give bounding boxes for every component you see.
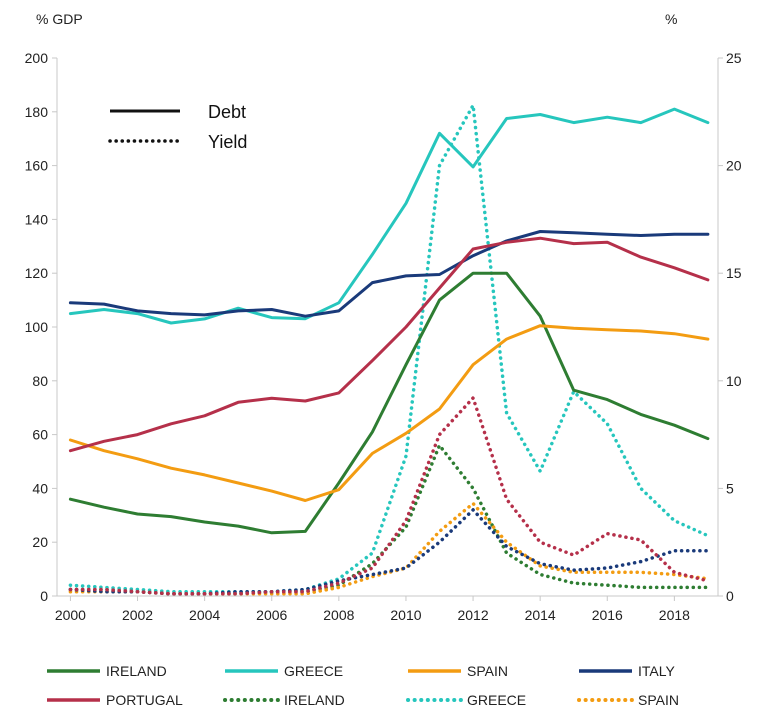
style-key-debt-label: Debt [208, 102, 246, 122]
yield-line-spain [68, 501, 710, 596]
x-tick-label: 2014 [525, 607, 556, 623]
left-tick-label: 40 [32, 480, 48, 496]
style-key-yield-label: Yield [208, 132, 247, 152]
legend-label-ireland-dotted: IRELAND [284, 692, 345, 708]
debt-line-spain [68, 324, 710, 502]
left-tick-label: 100 [25, 319, 49, 335]
left-tick-label: 60 [32, 427, 48, 443]
right-axis-unit: % [665, 11, 677, 27]
legend-label-ireland-solid: IRELAND [106, 663, 167, 679]
right-tick-label: 15 [726, 265, 742, 281]
legend: IRELAND GREECE SPAIN ITALY PORTUGAL IRELAND GR… [47, 663, 679, 708]
x-tick-label: 2018 [659, 607, 690, 623]
left-tick-label: 0 [40, 588, 48, 604]
x-tick-label: 2016 [592, 607, 623, 623]
series-layer [68, 103, 710, 596]
legend-label-spain-dotted: SPAIN [638, 692, 679, 708]
yield-line-portugal [68, 396, 710, 596]
x-tick-label: 2000 [55, 607, 86, 623]
legend-label-portugal-solid: PORTUGAL [106, 692, 183, 708]
x-tick-label: 2012 [457, 607, 488, 623]
right-tick-label: 25 [726, 50, 742, 66]
debt-line-italy [68, 230, 710, 318]
debt-line-portugal [68, 236, 710, 453]
axes: 0204060801001201401601802000510152025200… [25, 50, 742, 623]
left-axis-unit: % GDP [36, 11, 83, 27]
left-tick-label: 140 [25, 211, 49, 227]
x-tick-label: 2008 [323, 607, 354, 623]
left-tick-label: 200 [25, 50, 49, 66]
right-tick-label: 5 [726, 480, 734, 496]
legend-label-greece-dotted: GREECE [467, 692, 526, 708]
legend-label-spain-solid: SPAIN [467, 663, 508, 679]
legend-label-italy-solid: ITALY [638, 663, 675, 679]
yield-line-greece [68, 103, 710, 594]
x-tick-label: 2010 [390, 607, 421, 623]
right-tick-label: 10 [726, 373, 742, 389]
x-tick-label: 2002 [122, 607, 153, 623]
legend-label-greece-solid: GREECE [284, 663, 343, 679]
left-tick-label: 20 [32, 534, 48, 550]
left-tick-label: 180 [25, 104, 49, 120]
left-tick-label: 80 [32, 373, 48, 389]
right-tick-label: 0 [726, 588, 734, 604]
left-tick-label: 120 [25, 265, 49, 281]
x-tick-label: 2004 [189, 607, 220, 623]
debt-line-ireland [68, 271, 710, 535]
debt-line-greece [68, 107, 710, 325]
yield-line-italy [68, 508, 710, 596]
x-tick-label: 2006 [256, 607, 287, 623]
style-key: Debt Yield [108, 102, 247, 152]
left-tick-label: 160 [25, 158, 49, 174]
right-tick-label: 20 [726, 158, 742, 174]
